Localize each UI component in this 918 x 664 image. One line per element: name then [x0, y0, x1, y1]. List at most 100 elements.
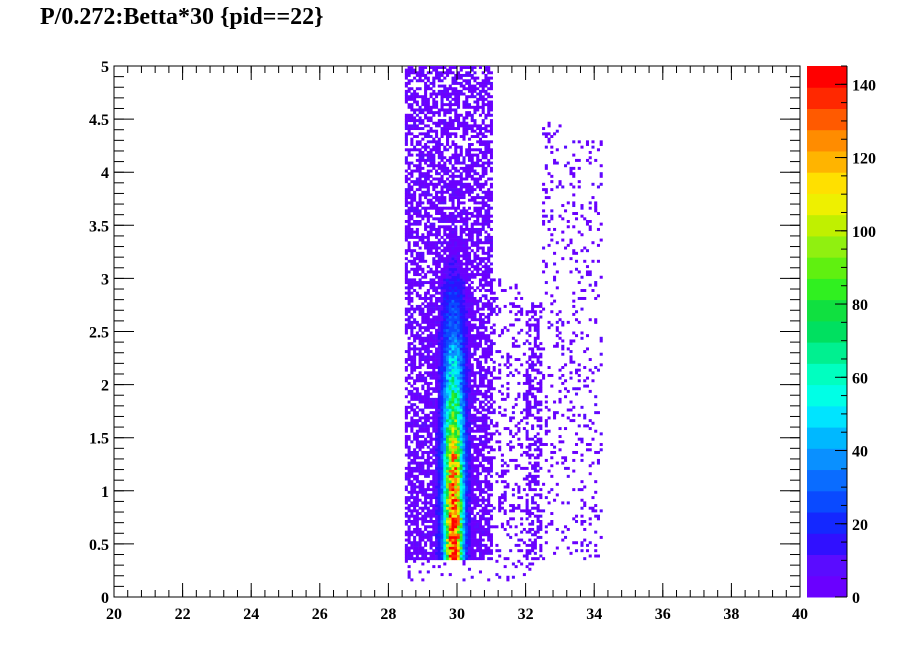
heatmap-cell [448, 405, 452, 409]
heatmap-cell [473, 504, 477, 508]
heatmap-cell [481, 525, 485, 529]
heatmap-cell [465, 241, 469, 245]
heatmap-cell [413, 546, 417, 550]
heatmap-cell [446, 275, 450, 279]
heatmap-cell [484, 373, 488, 377]
heatmap-cell [437, 379, 441, 383]
heatmap-cell [487, 289, 491, 292]
heatmap-cell [437, 310, 441, 314]
heatmap-cell [542, 209, 546, 213]
heatmap-cell [435, 448, 439, 452]
heatmap-cell [457, 190, 461, 194]
heatmap-cell [478, 389, 482, 393]
heatmap-cell [407, 222, 411, 226]
heatmap-cell [517, 443, 521, 446]
heatmap-cell [413, 121, 417, 125]
heatmap-cell [437, 429, 441, 433]
heatmap-cell [531, 512, 535, 515]
heatmap-cell [443, 395, 447, 399]
heatmap-cell [437, 206, 441, 210]
heatmap-cell [459, 310, 463, 314]
heatmap-cell [544, 395, 548, 399]
heatmap-cell [448, 214, 452, 218]
heatmap-cell [435, 95, 439, 99]
heatmap-cell [415, 493, 419, 497]
heatmap-cell [473, 456, 477, 460]
heatmap-cell [410, 278, 414, 282]
heatmap-cell [489, 535, 493, 539]
heatmap-cell [531, 480, 535, 484]
heatmap-cell [476, 212, 480, 215]
heatmap-cell [470, 477, 474, 481]
heatmap-cell [478, 95, 482, 99]
heatmap-cell [440, 342, 444, 346]
heatmap-cell [473, 344, 477, 348]
heatmap-cell [437, 140, 441, 144]
heatmap-cell [467, 127, 472, 131]
heatmap-cell [467, 66, 472, 69]
heatmap-cell [459, 509, 463, 513]
heatmap-cell [435, 230, 439, 234]
heatmap-cell [531, 557, 535, 561]
heatmap-cell [459, 363, 463, 367]
heatmap-cell [424, 180, 428, 184]
heatmap-cell [467, 493, 472, 497]
heatmap-cell [407, 148, 411, 152]
heatmap-cell [462, 496, 466, 500]
heatmap-cell [443, 488, 447, 492]
heatmap-cell [470, 466, 474, 470]
heatmap-cell [517, 331, 521, 335]
heatmap-cell [478, 403, 482, 407]
heatmap-cell [467, 480, 472, 484]
heatmap-cell [462, 522, 466, 526]
heatmap-cell [533, 405, 537, 409]
heatmap-cell [478, 299, 482, 303]
heatmap-cell [484, 512, 488, 515]
heatmap-cell [459, 538, 463, 542]
heatmap-cell [476, 408, 480, 412]
heatmap-cell [481, 373, 485, 377]
heatmap-cell [473, 480, 477, 484]
heatmap-cell [467, 169, 472, 173]
heatmap-cell [470, 270, 474, 274]
heatmap-cell [421, 214, 425, 218]
heatmap-cell [503, 496, 507, 500]
heatmap-cell [440, 461, 444, 465]
heatmap-cell [454, 188, 458, 192]
heatmap-cell [437, 557, 441, 561]
heatmap-cell [462, 217, 466, 221]
heatmap-cell [413, 424, 417, 428]
heatmap-cell [426, 219, 430, 223]
heatmap-cell [465, 437, 469, 441]
heatmap-cell [437, 527, 441, 531]
heatmap-cell [457, 326, 461, 330]
heatmap-cell [437, 328, 441, 332]
heatmap-cell [459, 541, 463, 545]
heatmap-cell [424, 416, 428, 420]
heatmap-cell [470, 161, 474, 165]
heatmap-cell [481, 214, 485, 218]
heatmap-cell [432, 304, 436, 308]
heatmap-cell [448, 326, 452, 330]
heatmap-cell [421, 233, 425, 237]
heatmap-cell [443, 376, 447, 380]
heatmap-cell [522, 488, 526, 492]
heatmap-cell [432, 474, 436, 478]
heatmap-cell [446, 339, 450, 343]
heatmap-cell [536, 419, 540, 423]
heatmap-cell [487, 265, 491, 269]
heatmap-cell [446, 461, 450, 465]
heatmap-cell [478, 331, 482, 335]
heatmap-cell [404, 127, 408, 131]
heatmap-cell [467, 376, 472, 380]
heatmap-cell [470, 310, 474, 314]
heatmap-cell [424, 339, 428, 343]
heatmap-cell [467, 448, 472, 452]
heatmap-cell [478, 381, 482, 385]
heatmap-cell [476, 87, 480, 91]
heatmap-cell [539, 466, 543, 470]
heatmap-cell [454, 190, 458, 194]
heatmap-cell [437, 392, 441, 396]
heatmap-cell [481, 320, 485, 324]
heatmap-cell [484, 140, 488, 144]
